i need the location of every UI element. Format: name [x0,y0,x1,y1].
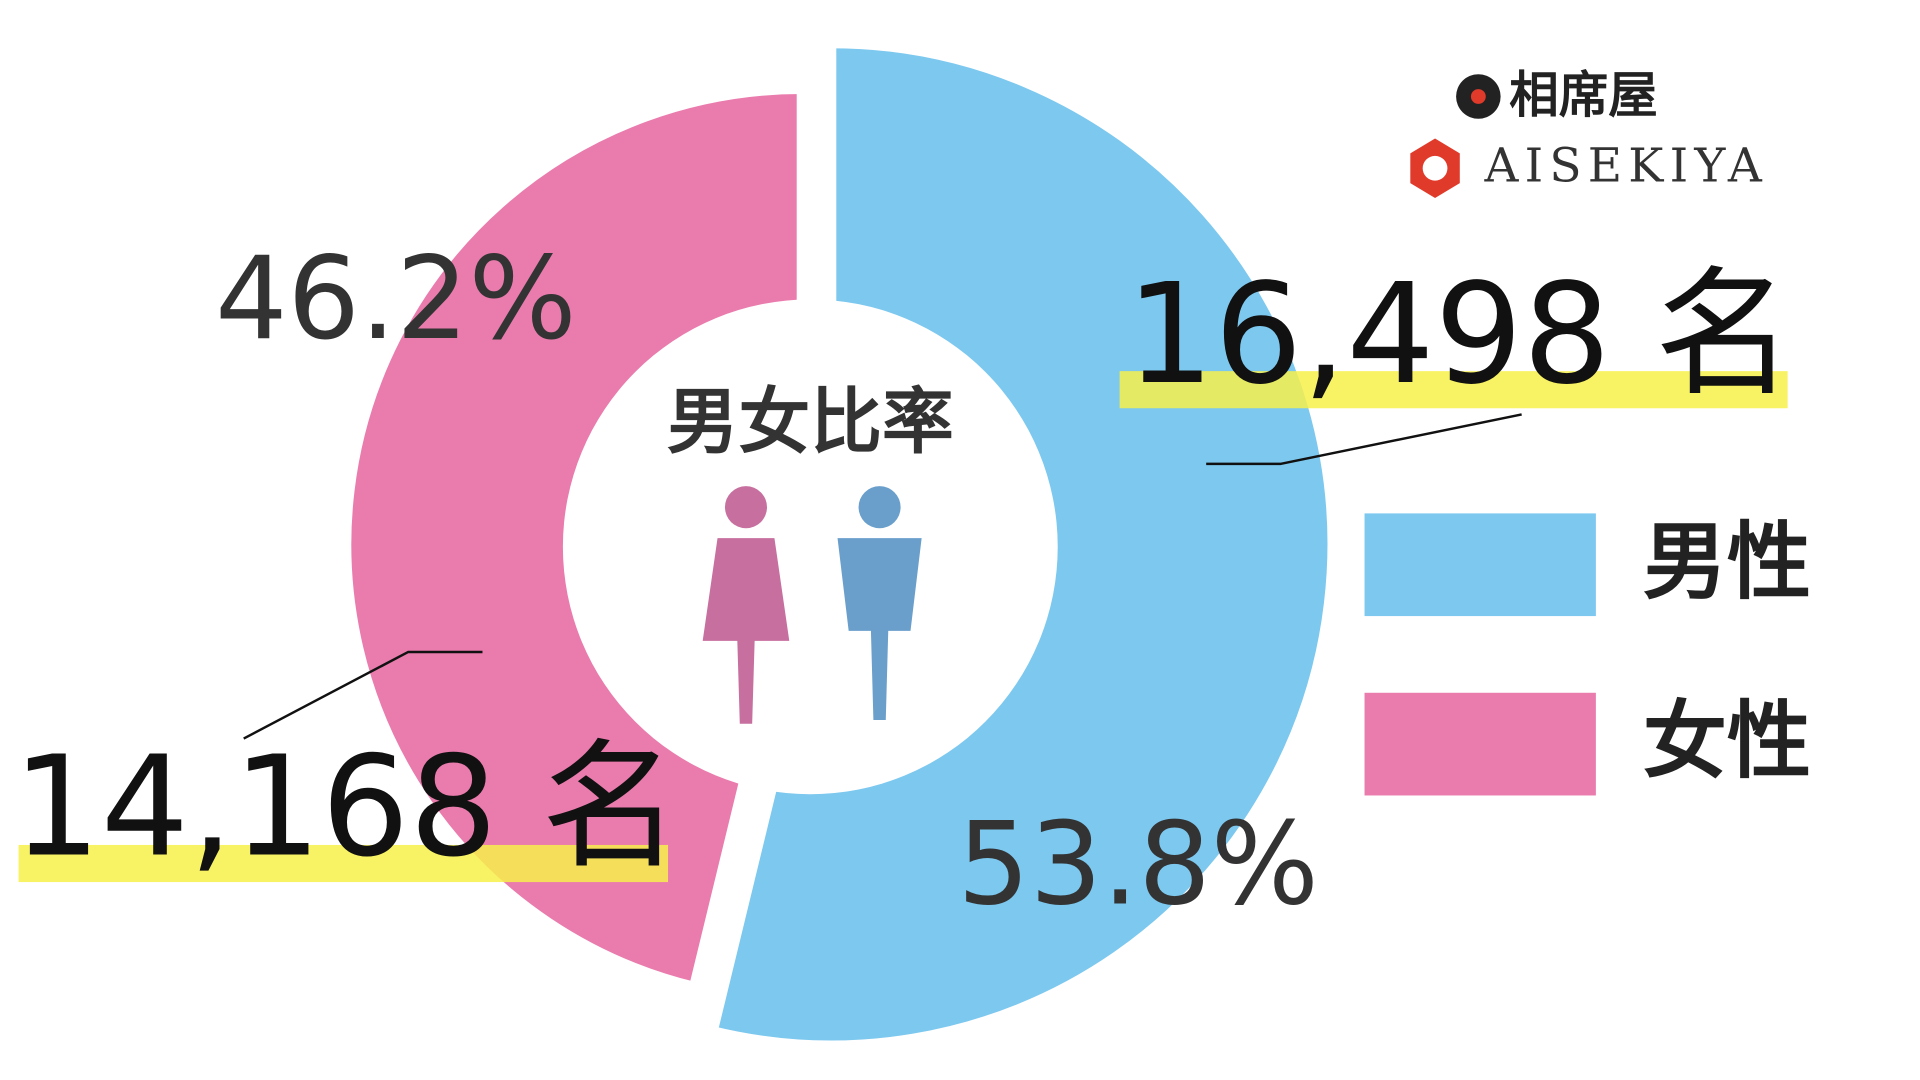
leader-line [243,650,483,740]
logo: 相席屋 AISEKIYA [1410,66,1769,198]
donut-hole [562,299,1058,795]
count-label: 16,498 名 [1126,253,1793,415]
male-icon [858,486,901,529]
count-label: 14,168 名 [13,726,680,888]
logo-roman: AISEKIYA [1484,138,1769,193]
legend-label: 女性 [1643,692,1811,790]
logo-kanji: 相席屋 [1509,66,1657,124]
legend-swatch [1364,692,1596,796]
leader-line [1206,413,1522,466]
logo-icon [1422,155,1448,181]
logo-icon [1470,89,1486,104]
male-icon [837,538,922,720]
center-label: 男女比率 [667,379,954,463]
highlight [1119,371,1788,409]
legend-swatch [1364,513,1596,617]
highlight [18,844,669,883]
value-label: 53.8% [957,797,1319,930]
value-label: 46.2% [215,232,577,365]
female-icon [702,538,790,724]
female-icon [724,486,768,529]
legend-label: 男性 [1643,513,1811,611]
